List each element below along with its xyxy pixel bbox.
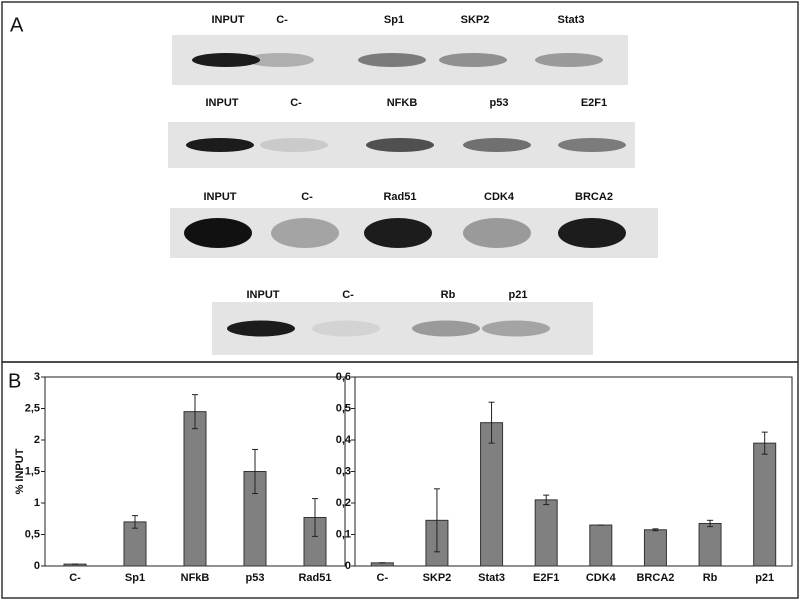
lane-label: BRCA2: [575, 191, 613, 203]
lane-label: p53: [490, 97, 509, 109]
bar: [698, 522, 722, 567]
panel-b-frame: [1, 361, 799, 599]
lane-label: INPUT: [204, 191, 237, 203]
y-tick-label: 2: [34, 434, 40, 446]
lane-label: Rb: [441, 289, 456, 301]
panel-label: A: [10, 14, 24, 36]
band: [186, 138, 254, 152]
error-bar: [761, 431, 768, 455]
band: [439, 53, 507, 67]
x-tick-label: BRCA2: [636, 572, 674, 584]
band: [482, 320, 550, 337]
y-tick-label: 3: [34, 371, 40, 383]
x-tick-label: E2F1: [533, 572, 559, 584]
y-tick-label: 1: [34, 497, 40, 509]
x-tick-label: NFkB: [181, 572, 210, 584]
x-tick-label: Stat3: [478, 572, 505, 584]
band: [558, 138, 626, 152]
error-bar: [192, 394, 198, 430]
band: [312, 320, 380, 337]
lane-label: NFKB: [387, 97, 418, 109]
lane-label: INPUT: [247, 289, 280, 301]
band: [366, 138, 434, 152]
band: [260, 138, 328, 152]
bar: [753, 442, 777, 567]
y-tick-label: 0,2: [336, 497, 351, 509]
lane-label: C-: [301, 191, 313, 203]
error-bar: [252, 448, 258, 495]
y-tick-label: 0,4: [336, 434, 352, 446]
x-tick-label: Rb: [703, 572, 718, 584]
y-tick-label: 0,3: [336, 465, 351, 477]
bar: [183, 411, 207, 567]
y-tick-label: 0: [345, 560, 351, 572]
error-bar: [312, 498, 318, 537]
band: [192, 53, 260, 67]
bar: [534, 499, 558, 567]
band: [227, 320, 295, 337]
x-tick-label: p21: [755, 572, 774, 584]
bar: [643, 529, 667, 567]
lane-label: Sp1: [384, 14, 404, 26]
bar: [480, 422, 504, 567]
band: [535, 53, 603, 67]
error-bar: [132, 515, 138, 529]
band: [463, 138, 531, 152]
error-bar: [543, 494, 550, 506]
y-tick-label: 1,5: [25, 465, 40, 477]
lane-label: C-: [342, 289, 354, 301]
lane-label: E2F1: [581, 97, 607, 109]
band: [271, 218, 339, 248]
band: [412, 320, 480, 337]
x-tick-label: p53: [246, 572, 265, 584]
lane-label: SKP2: [461, 14, 490, 26]
band: [246, 53, 314, 67]
y-tick-label: 0,6: [336, 371, 351, 383]
x-tick-label: Rad51: [298, 572, 331, 584]
y-axis-label: % INPUT: [14, 448, 26, 494]
error-bar: [652, 528, 659, 532]
band: [463, 218, 531, 248]
lane-label: Stat3: [558, 14, 585, 26]
lane-label: p21: [509, 289, 528, 301]
y-tick-label: 0,5: [336, 402, 351, 414]
lane-label: C-: [276, 14, 288, 26]
lane-label: CDK4: [484, 191, 515, 203]
y-tick-label: 0,5: [25, 528, 40, 540]
band: [358, 53, 426, 67]
bar: [589, 524, 613, 567]
x-tick-label: Sp1: [125, 572, 145, 584]
error-bar: [707, 519, 714, 528]
x-tick-label: C-: [377, 572, 389, 584]
x-tick-label: C-: [69, 572, 81, 584]
lane-label: Rad51: [383, 191, 416, 203]
x-tick-label: CDK4: [586, 572, 617, 584]
lane-label: INPUT: [212, 14, 245, 26]
panel-label: B: [8, 370, 21, 392]
plot-frame: [354, 376, 793, 567]
lane-label: C-: [290, 97, 302, 109]
band: [364, 218, 432, 248]
error-bar: [433, 488, 440, 553]
lane-label: INPUT: [206, 97, 239, 109]
y-tick-label: 2,5: [25, 402, 40, 414]
error-bar: [488, 401, 495, 444]
y-tick-label: 0,1: [336, 528, 351, 540]
y-tick-label: 0: [34, 560, 40, 572]
band: [558, 218, 626, 248]
band: [184, 218, 252, 248]
x-tick-label: SKP2: [423, 572, 452, 584]
